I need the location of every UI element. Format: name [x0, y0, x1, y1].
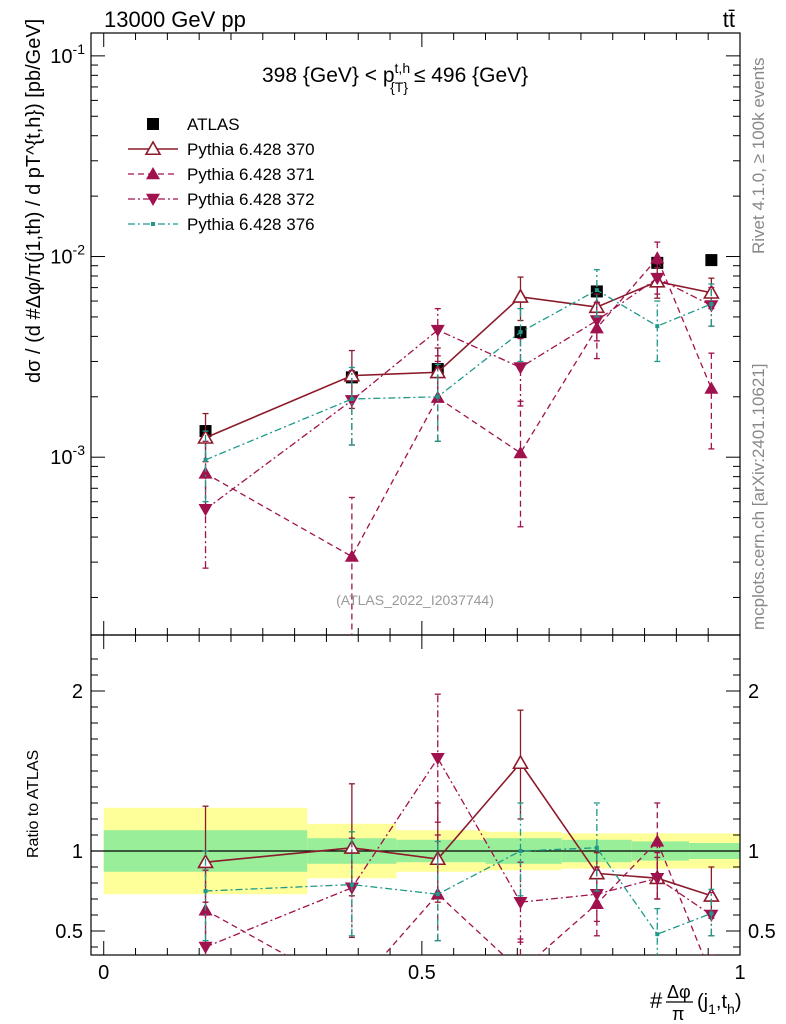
ratio-y-tick-label-right: 1 [748, 841, 759, 863]
data-point [344, 549, 359, 562]
data-point [655, 932, 660, 937]
series-line [205, 280, 712, 439]
data-point [709, 302, 714, 307]
data-point [349, 396, 354, 401]
ratio-y-tick-label-left: 0.5 [55, 921, 83, 943]
legend-marker [151, 222, 155, 226]
ratio-y-tick-label-left: 2 [72, 681, 83, 703]
data-point [513, 445, 528, 459]
ratio-y-tick-label-right: 2 [748, 681, 759, 703]
data-point [704, 969, 718, 981]
legend-label: Pythia 6.428 376 [187, 215, 315, 234]
data-point [705, 254, 718, 267]
data-point [650, 272, 665, 286]
data-point [203, 457, 208, 462]
main-series-layer [197, 241, 720, 635]
data-point [650, 872, 665, 886]
ratio-axis-ticks: 0.5 0.51 12 20 0.5 1 [55, 635, 776, 984]
data-point [430, 324, 445, 338]
data-point [655, 324, 660, 329]
legend-entry: Pythia 6.428 371 [128, 165, 315, 184]
data-point [430, 752, 445, 766]
x-axis-title: # Δφ π (j1,th) [650, 982, 742, 1024]
data-point [344, 395, 359, 408]
series-pythia-6-428-376 [202, 269, 715, 503]
main-y-axis-title: dσ / (d #Δφ/π(j1,th) / d pT^{t,h}) [pb/G… [23, 19, 45, 383]
series-line [205, 289, 712, 461]
ratio-y-tick-label-right: 0.5 [748, 921, 776, 943]
data-point [349, 882, 354, 887]
data-point [594, 288, 599, 293]
data-point [203, 889, 208, 893]
svg-text:#: # [650, 988, 663, 1013]
data-point [650, 251, 665, 264]
data-point [589, 315, 604, 328]
legend-label: Pythia 6.428 370 [187, 140, 315, 159]
data-point [198, 504, 213, 517]
process-label: tt̄ [723, 7, 735, 32]
data-point [518, 849, 523, 853]
series-atlas [199, 254, 718, 438]
series-pythia-6-428-372 [198, 263, 719, 569]
x-tick-label: 0 [98, 962, 109, 984]
svg-text:(j1,th): (j1,th) [697, 991, 742, 1017]
data-point [589, 888, 604, 902]
mcplots-label: mcplots.cern.ch [arXiv:2401.10621] [749, 364, 768, 630]
series-pythia-6-428-376 [202, 802, 715, 955]
data-point [512, 754, 529, 770]
legend: ATLAS Pythia 6.428 370 Pythia 6.428 371 Pyt… [128, 115, 315, 234]
data-point [198, 466, 213, 479]
data-point [594, 845, 599, 850]
series-line [205, 257, 712, 558]
rivet-version-label: Rivet 4.1.0, ≥ 100k events [749, 58, 768, 254]
ratio-y-axis-title: Ratio to ATLAS [25, 750, 42, 858]
data-point [435, 892, 440, 897]
main-y-tick-label: 10-1 [50, 41, 85, 68]
data-point [435, 394, 440, 399]
x-tick-label: 0.5 [408, 962, 436, 984]
data-point [512, 288, 529, 303]
ratio-y-tick-label-left: 1 [72, 841, 83, 863]
energy-label: 13000 GeV pp [104, 7, 246, 32]
data-point [198, 941, 213, 954]
ratio-series-layer [197, 693, 720, 997]
data-point [518, 330, 523, 335]
legend-marker [144, 140, 162, 156]
data-point [513, 362, 528, 375]
legend-label: Pythia 6.428 372 [187, 190, 315, 209]
data-point [704, 381, 719, 394]
series-pythia-6-428-370 [197, 267, 720, 463]
legend-marker [147, 118, 159, 130]
legend-label: Pythia 6.428 371 [187, 165, 315, 184]
main-y-tick-label: 10-2 [50, 242, 85, 269]
legend-marker [146, 193, 160, 206]
legend-entry: Pythia 6.428 370 [128, 140, 315, 159]
svg-text:Δφ: Δφ [667, 982, 691, 1002]
data-point [709, 911, 714, 916]
ratio-plot-frame [90, 634, 741, 956]
legend-entry: Pythia 6.428 372 [128, 190, 315, 209]
legend-marker [146, 167, 160, 180]
data-point [650, 834, 665, 847]
legend-label: ATLAS [187, 115, 240, 134]
data-point [345, 985, 359, 997]
data-point [513, 896, 528, 910]
x-tick-label: 1 [734, 962, 745, 984]
analysis-watermark: (ATLAS_2022_I2037744) [336, 592, 494, 608]
legend-entry: ATLAS [147, 115, 240, 134]
series-pythia-6-428-371 [198, 241, 719, 635]
series-pythia-6-428-372 [198, 693, 719, 955]
legend-entry: Pythia 6.428 376 [128, 215, 315, 234]
main-y-tick-label: 10-3 [50, 442, 85, 469]
data-point [513, 964, 527, 976]
main-axis-ticks: 10-3 10-2 10-1 [50, 33, 741, 635]
main-plot-title: 398 {GeV} < pt,h {T} ≤ 496 {GeV} [262, 60, 528, 95]
svg-text:π: π [672, 1004, 684, 1024]
